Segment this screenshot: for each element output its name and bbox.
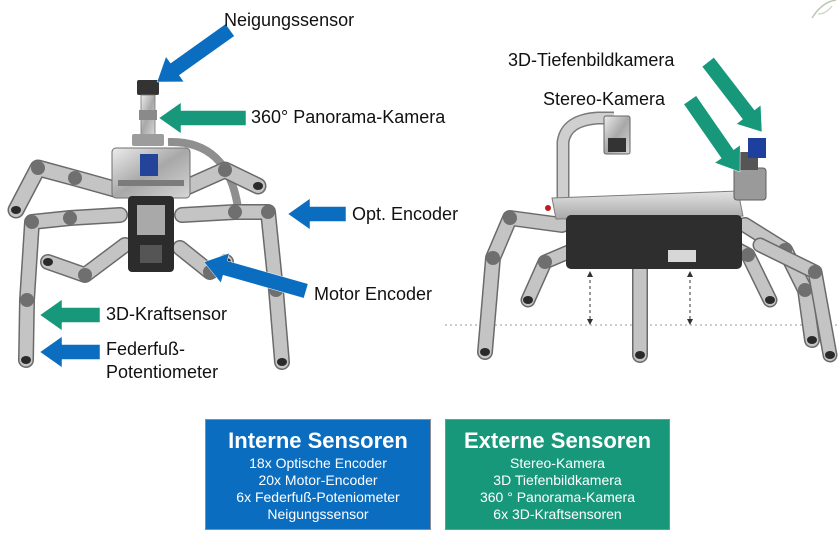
leg-joint [218,163,232,177]
height-arrow-head [587,271,593,277]
robot-leg [477,210,570,360]
leg-joint [808,265,822,279]
panorama-camera [132,94,164,146]
external-sensors-item: Stereo-Kamera [510,455,605,471]
leg-joint [503,211,517,225]
internal-sensors-item: 18x Optische Encoder [249,455,387,471]
tilt-sensor [137,80,159,95]
motor-encoder-arrow [203,252,309,299]
robot-leg [171,161,267,199]
leg-foot [825,351,835,359]
leg-foot [253,182,263,190]
leg-joint [261,205,275,219]
internal-sensors-box: Interne Sensoren 18x Optische Encoder 20… [205,419,431,530]
height-arrow-head [687,319,693,325]
opt-encoder-arrow [287,198,347,230]
robot-leg [40,237,133,283]
leg-foot [765,296,775,304]
internal-sensors-item: Neigungssensor [267,506,369,522]
height-arrow-head [587,319,593,325]
leg-foot [480,348,490,356]
leg-foot [11,206,21,214]
leg-joint [741,248,755,262]
depth-camera-arrow [701,57,763,133]
robot-leg [18,207,128,368]
stereo-camera-label: Stereo-Kamera [543,89,666,109]
internal-sensors-title: Interne Sensoren [228,428,408,453]
leg-joint [228,205,242,219]
leg-joint [78,268,92,282]
foot-potentiometer-arrow [39,336,101,368]
external-sensors-item: 6x 3D-Kraftsensoren [493,506,622,522]
external-sensors-box: Externe Sensoren Stereo-Kamera 3D Tiefen… [445,419,670,530]
leg-foot [523,296,533,304]
height-arrow [587,271,593,325]
robot-body [128,196,174,272]
leg-joint [68,171,82,185]
force-sensor-label: 3D-Kraftsensor [106,304,228,324]
robot-body [545,190,744,269]
leg-joint [31,161,45,175]
leg-foot [43,258,53,266]
motor-encoder-label: Motor Encoder [314,284,433,304]
external-sensors-item: 360 ° Panorama-Kamera [479,489,635,505]
leg-joint [25,215,39,229]
right-robot-image [445,111,838,363]
leg-foot [277,358,287,366]
leg-joint [20,293,34,307]
leg-segment [9,161,125,217]
tilt-sensor-label: Neigungssensor [224,10,355,30]
panorama-camera-label: 360° Panorama-Kamera [251,107,446,127]
height-arrow-head [687,271,693,277]
stereo-camera-unit [603,115,631,155]
depth-camera-label: 3D-Tiefenbildkamera [508,50,675,70]
robot-leg [752,237,838,363]
robot-leg [7,159,127,219]
leg-joint [486,251,500,265]
foot-potentiometer-label-line1: Federfuß- [106,339,186,359]
leg-joint [538,255,552,269]
internal-sensors-item: 20x Motor-Encoder [258,472,378,488]
force-sensor-arrow [39,299,101,331]
tilt-sensor-arrow [156,23,235,83]
corner-leaf-logo [811,0,837,19]
external-sensors-title: Externe Sensoren [463,428,652,453]
callout-arrows [39,23,763,368]
leg-joint [63,211,77,225]
panorama-camera-arrow [158,102,247,134]
leg-foot [807,336,817,344]
opt-encoder-label: Opt. Encoder [352,204,459,224]
leg-segment [478,211,569,359]
internal-sensors-item: 6x Federfuß-Poteniometer [236,489,400,505]
leg-foot [21,356,31,364]
leg-foot [635,351,645,359]
camera-mast [556,111,614,205]
height-indicators [587,271,693,325]
stereo-camera-arrow [683,95,741,173]
foot-potentiometer-label-line2: Potentiometer [106,362,219,382]
right-robot-legs [477,210,838,363]
cable-arc [167,137,242,209]
robot-head [111,147,191,199]
sensor-head [733,138,767,201]
height-arrow [687,271,693,325]
leg-joint [798,283,812,297]
external-sensors-item: 3D Tiefenbildkamera [493,472,622,488]
